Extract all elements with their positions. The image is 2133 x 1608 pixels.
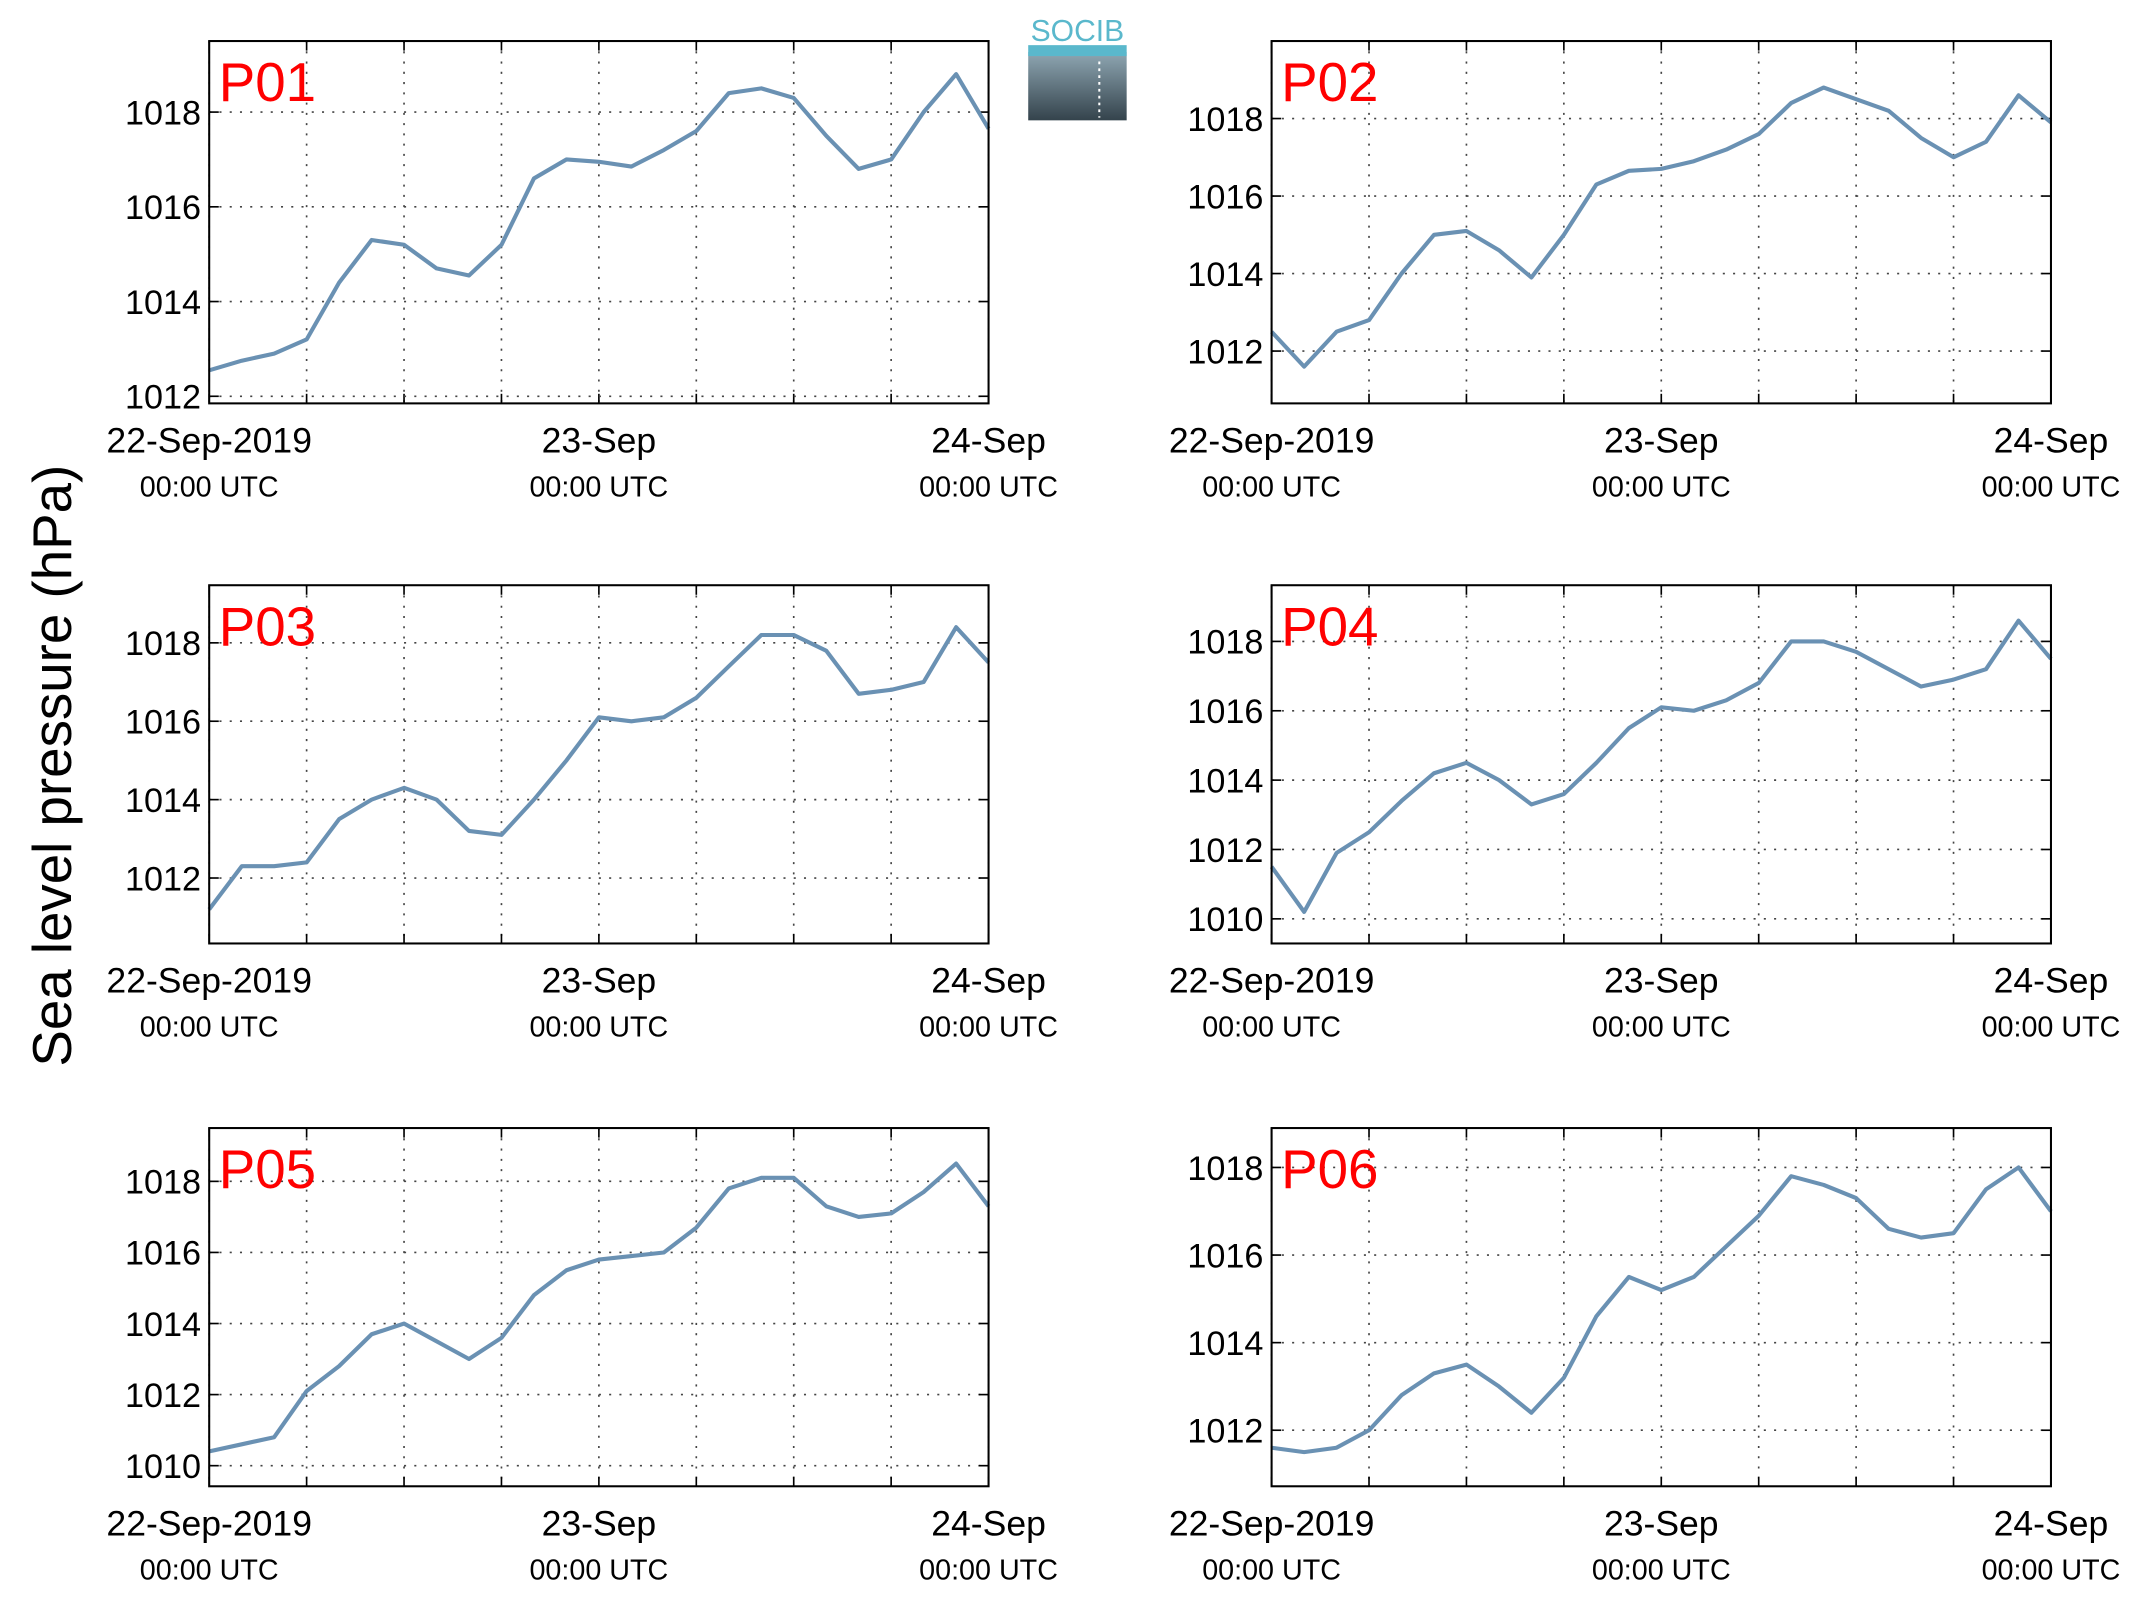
- subplot-title: P01: [219, 51, 316, 113]
- plot-area: [209, 585, 989, 944]
- x-tick-sublabel: 00:00 UTC: [140, 471, 279, 503]
- subplot-title: P04: [1281, 595, 1378, 657]
- y-tick-label: 1010: [1187, 901, 1263, 939]
- x-tick-sublabel: 00:00 UTC: [140, 1011, 279, 1043]
- x-tick-label: 23-Sep: [542, 421, 657, 461]
- x-tick-sublabel: 00:00 UTC: [1982, 471, 2121, 503]
- x-tick-sublabel: 00:00 UTC: [529, 1554, 668, 1586]
- logo-wave: [1028, 45, 1127, 57]
- x-tick-label: 23-Sep: [1604, 421, 1719, 461]
- subplot: 22-Sep-2019 00:00 UTC 23-Sep 00:00 UTC 24-Se…: [106, 40, 1058, 503]
- x-tick-sublabel: 00:00 UTC: [919, 1011, 1058, 1043]
- subplot: 22-Sep-2019 00:00 UTC 23-Sep 00:00 UTC 24-Se…: [106, 584, 1058, 1043]
- y-axis-label: Sea level pressure (hPa): [21, 465, 83, 1067]
- y-tick-label: 1014: [1187, 256, 1263, 294]
- x-tick-sublabel: 00:00 UTC: [1982, 1011, 2121, 1043]
- x-tick-label: 22-Sep-2019: [106, 1504, 312, 1544]
- y-tick-label: 1012: [1187, 1413, 1263, 1451]
- axes-frame: [208, 40, 990, 405]
- x-tick-label: 23-Sep: [542, 1504, 657, 1544]
- x-tick-label: 23-Sep: [1604, 961, 1719, 1001]
- data-line: [1271, 1165, 2053, 1455]
- y-tick-label: 1014: [125, 284, 201, 322]
- y-tick-label: 1016: [125, 189, 201, 227]
- x-tick-label: 24-Sep: [1994, 1504, 2109, 1544]
- data-line: [208, 72, 991, 373]
- axes-frame: [208, 1127, 990, 1488]
- y-tick-label: 1014: [1187, 1325, 1263, 1363]
- data-line: [1270, 85, 2053, 369]
- y-tick-label: 1018: [1187, 1150, 1263, 1188]
- y-tick-label: 1018: [125, 1164, 201, 1202]
- logo-text: SOCIB: [1031, 15, 1125, 48]
- y-tick-label: 1012: [125, 1377, 201, 1415]
- x-tick-label: 23-Sep: [542, 961, 657, 1001]
- x-tick-sublabel: 00:00 UTC: [529, 1011, 668, 1043]
- logo-block: [1028, 51, 1127, 121]
- y-tick-label: 1016: [125, 1235, 201, 1273]
- plot-area: [209, 41, 989, 404]
- x-tick-sublabel: 00:00 UTC: [1592, 1011, 1731, 1043]
- y-tick-label: 1018: [125, 625, 201, 663]
- y-tick-label: 1016: [1187, 1237, 1263, 1275]
- x-tick-sublabel: 00:00 UTC: [1592, 1554, 1731, 1586]
- y-tick-label: 1014: [125, 782, 201, 820]
- y-tick-label: 1012: [125, 379, 201, 417]
- axes-frame: [1270, 1127, 2052, 1488]
- axes-frame: [1270, 40, 2052, 405]
- x-tick-label: 24-Sep: [931, 421, 1046, 461]
- y-tick-label: 1012: [1187, 832, 1263, 870]
- plot-area: [1271, 41, 2051, 404]
- y-tick-label: 1014: [1187, 762, 1263, 800]
- x-tick-sublabel: 00:00 UTC: [1202, 1554, 1341, 1586]
- x-tick-label: 24-Sep: [1994, 961, 2109, 1001]
- data-line: [207, 625, 991, 911]
- y-tick-label: 1010: [125, 1448, 201, 1486]
- data-line: [1269, 618, 2053, 914]
- subplot-title: P02: [1281, 51, 1378, 113]
- data-line: [208, 1161, 991, 1454]
- subplot: 22-Sep-2019 00:00 UTC 23-Sep 00:00 UTC 24-Se…: [1169, 1127, 2121, 1586]
- x-tick-label: 22-Sep-2019: [1169, 961, 1375, 1001]
- x-tick-label: 22-Sep-2019: [106, 421, 312, 461]
- y-tick-label: 1014: [125, 1306, 201, 1344]
- subplot-title: P06: [1281, 1138, 1378, 1200]
- x-tick-label: 24-Sep: [931, 961, 1046, 1001]
- axes-frame: [208, 584, 990, 945]
- x-tick-sublabel: 00:00 UTC: [919, 1554, 1058, 1586]
- subplot-title: P05: [219, 1138, 316, 1200]
- x-tick-sublabel: 00:00 UTC: [1982, 1554, 2121, 1586]
- x-tick-label: 24-Sep: [931, 1504, 1046, 1544]
- y-tick-label: 1016: [1187, 693, 1263, 731]
- x-tick-label: 22-Sep-2019: [1169, 421, 1375, 461]
- x-tick-sublabel: 00:00 UTC: [919, 471, 1058, 503]
- axes-frame: [1270, 584, 2052, 945]
- y-tick-label: 1018: [125, 94, 201, 132]
- y-tick-label: 1012: [1187, 333, 1263, 371]
- subplot-title: P03: [219, 595, 316, 657]
- subplot: 22-Sep-2019 00:00 UTC 23-Sep 00:00 UTC 24-Se…: [1169, 40, 2121, 503]
- x-tick-sublabel: 00:00 UTC: [1202, 1011, 1341, 1043]
- plot-area: [1271, 585, 2051, 944]
- x-tick-label: 23-Sep: [1604, 1504, 1719, 1544]
- plot-area: [1271, 1128, 2051, 1487]
- logo: SOCIB: [1028, 15, 1127, 121]
- subplot: 22-Sep-2019 00:00 UTC 23-Sep 00:00 UTC 24-Se…: [106, 1127, 1058, 1586]
- x-tick-sublabel: 00:00 UTC: [529, 471, 668, 503]
- x-tick-label: 24-Sep: [1994, 421, 2109, 461]
- x-tick-sublabel: 00:00 UTC: [140, 1554, 279, 1586]
- x-tick-label: 22-Sep-2019: [1169, 1504, 1375, 1544]
- y-tick-label: 1016: [125, 704, 201, 742]
- x-tick-sublabel: 00:00 UTC: [1202, 471, 1341, 503]
- subplot: 22-Sep-2019 00:00 UTC 23-Sep 00:00 UTC 24-Se…: [1169, 584, 2121, 1043]
- x-tick-label: 22-Sep-2019: [106, 961, 312, 1001]
- y-tick-label: 1012: [125, 860, 201, 898]
- y-tick-label: 1018: [1187, 101, 1263, 139]
- y-tick-label: 1016: [1187, 178, 1263, 216]
- x-tick-sublabel: 00:00 UTC: [1592, 471, 1731, 503]
- y-tick-label: 1018: [1187, 624, 1263, 662]
